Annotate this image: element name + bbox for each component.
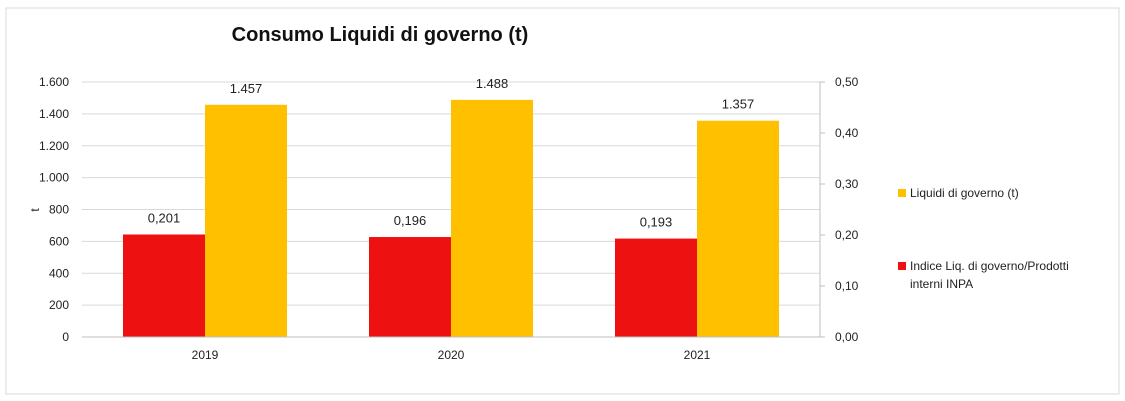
y-tick-label: 1.000 (39, 171, 69, 185)
bar-liquidi-2020 (451, 99, 533, 337)
bar-liquidi-2021 (697, 120, 779, 338)
bar-labels: 0,201 1.457 0,196 1.488 0,193 1.357 (148, 76, 755, 230)
y-axis-label: t (28, 208, 42, 212)
y2-tick-label: 0,00 (835, 330, 859, 344)
y2-tick-label: 0,40 (835, 126, 859, 140)
bar-indice-2021 (615, 238, 697, 337)
y2-tick-label: 0,20 (835, 228, 859, 242)
data-label-liquidi-2019: 1.457 (230, 81, 263, 96)
bar-liquidi-2019 (205, 104, 287, 338)
y-tick-label: 0 (62, 330, 69, 344)
bar-indice-2019 (123, 234, 205, 337)
data-label-indice-2021: 0,193 (640, 215, 673, 230)
y-tick-label: 800 (49, 203, 69, 217)
x-tick-label: 2021 (684, 348, 711, 362)
y-tick-label: 200 (49, 298, 69, 312)
y-tick-label: 1.600 (39, 75, 69, 89)
data-label-liquidi-2021: 1.357 (722, 97, 755, 112)
y-tick-label: 1.400 (39, 107, 69, 121)
y-tick-label: 400 (49, 266, 69, 280)
y2-tick-label: 0,30 (835, 177, 859, 191)
y-tick-label: 600 (49, 234, 69, 248)
bars (123, 99, 779, 338)
legend-label-liquidi: Liquidi di governo (t) (910, 186, 1019, 200)
x-tick-label: 2019 (192, 348, 219, 362)
data-label-indice-2019: 0,201 (148, 210, 181, 225)
legend-swatch-liquidi (898, 189, 906, 197)
legend-label-indice-line2: interni INPA (910, 277, 973, 291)
y2-tick-label: 0,10 (835, 279, 859, 293)
legend-label-indice-line1: Indice Liq. di governo/Prodotti (910, 259, 1069, 273)
legend-swatch-indice (898, 262, 906, 270)
chart-border (5, 7, 1120, 395)
chart-title: Consumo Liquidi di governo (t) (232, 24, 529, 46)
bar-indice-2020 (369, 237, 451, 337)
secondary-y-axis-ticks: 0,00 0,10 0,20 0,30 0,40 0,50 (820, 75, 859, 344)
data-label-liquidi-2020: 1.488 (476, 76, 509, 91)
y2-tick-label: 0,50 (835, 75, 859, 89)
x-tick-label: 2020 (438, 348, 465, 362)
data-label-indice-2020: 0,196 (394, 213, 427, 228)
legend: Liquidi di governo (t) Indice Liq. di go… (898, 186, 1069, 291)
x-axis-ticks: 2019 2020 2021 (192, 348, 711, 362)
y-axis-ticks: 0 200 400 600 800 1.000 1.200 1.400 1.600 (39, 75, 69, 344)
y-tick-label: 1.200 (39, 139, 69, 153)
